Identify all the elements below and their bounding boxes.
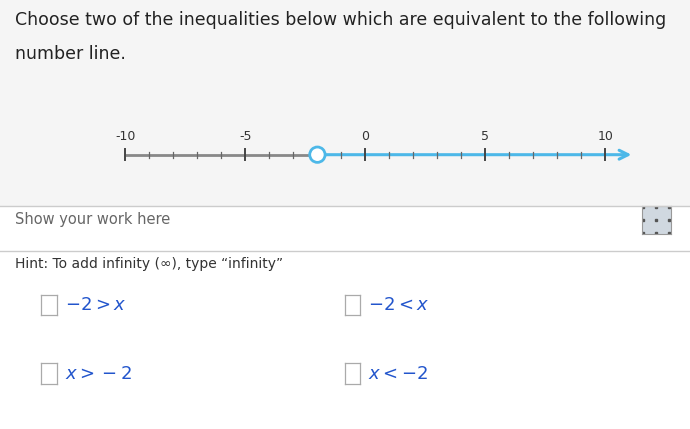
Text: $-2 > x$: $-2 > x$ [65, 296, 126, 314]
Text: 10: 10 [598, 130, 613, 143]
Text: Choose two of the inequalities below which are equivalent to the following: Choose two of the inequalities below whi… [15, 11, 667, 29]
Text: number line.: number line. [15, 45, 126, 63]
Text: Hint: To add infinity (∞), type “infinity”: Hint: To add infinity (∞), type “infinit… [15, 257, 284, 272]
Text: 0: 0 [362, 130, 369, 143]
Text: $x > -2$: $x > -2$ [65, 365, 132, 383]
Text: -5: -5 [239, 130, 252, 143]
Text: Show your work here: Show your work here [15, 212, 170, 227]
Circle shape [310, 147, 325, 162]
Text: $x < -2$: $x < -2$ [368, 365, 428, 383]
Text: -10: -10 [115, 130, 136, 143]
Text: 5: 5 [482, 130, 489, 143]
Text: $-2 < x$: $-2 < x$ [368, 296, 430, 314]
